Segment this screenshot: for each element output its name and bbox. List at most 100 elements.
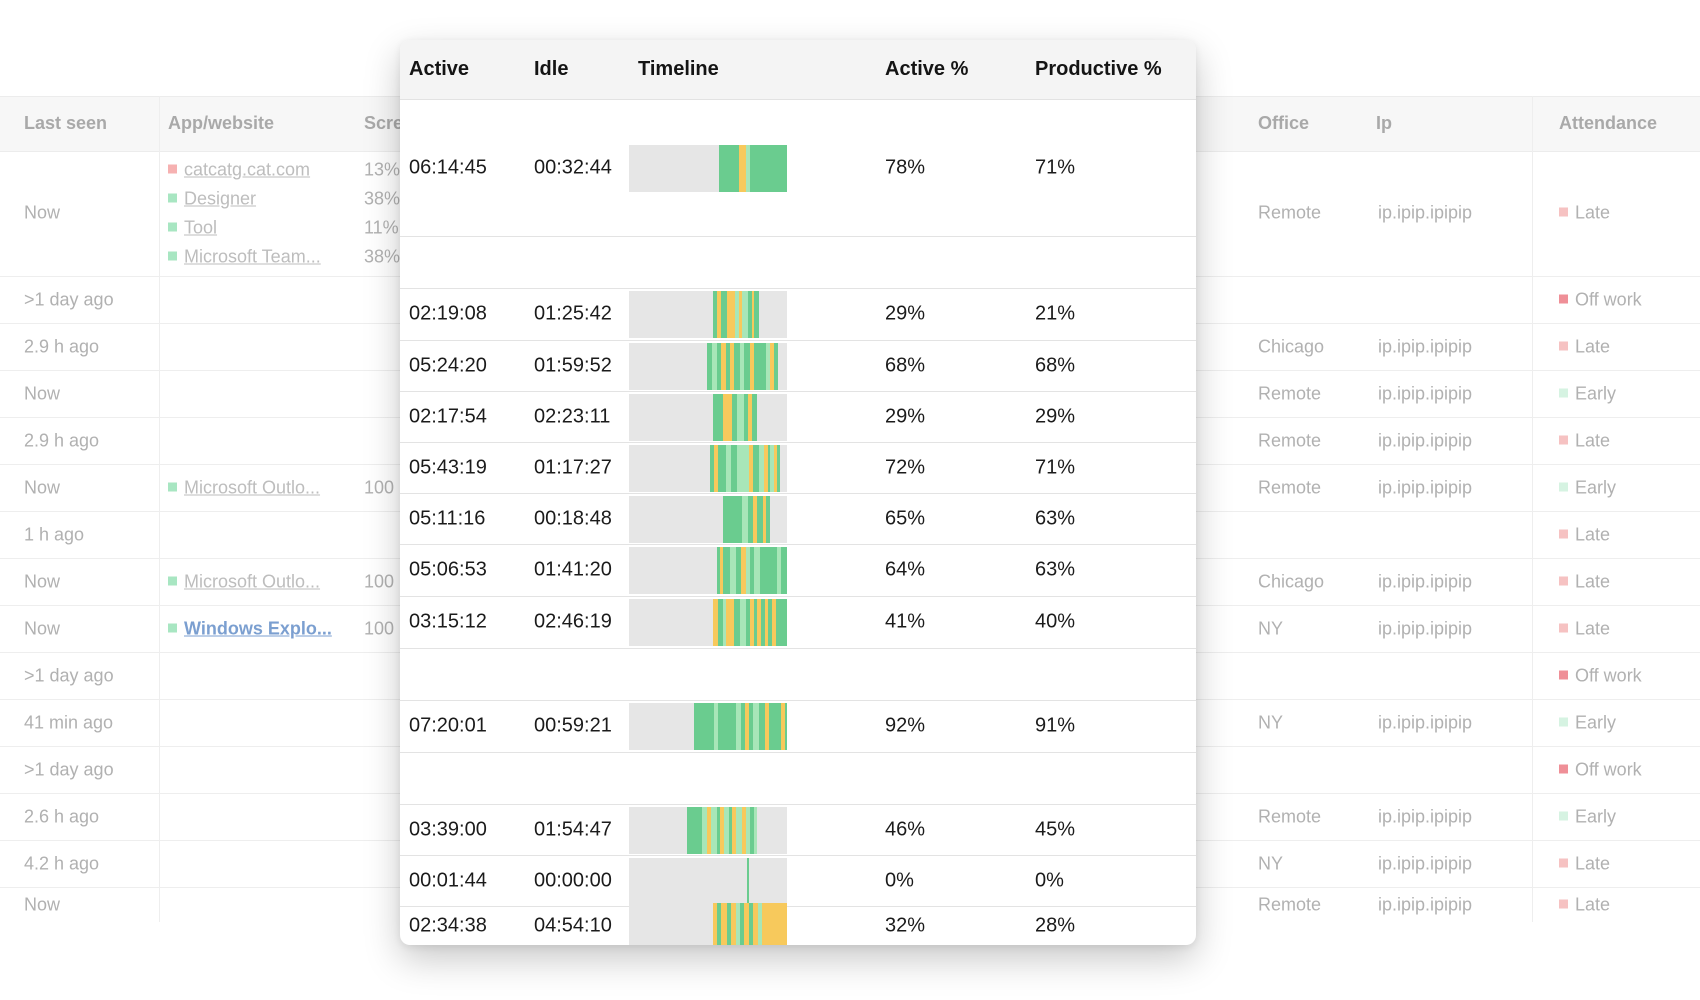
panel-row[interactable]: [400, 596, 1196, 649]
timeline-segment: [768, 599, 772, 646]
attendance-status-square: [1559, 207, 1568, 217]
app-link[interactable]: Windows Explo...: [184, 618, 332, 639]
column-header-screen[interactable]: Scre: [364, 113, 404, 133]
column-header-ip[interactable]: Ip: [1376, 113, 1392, 133]
panel-row[interactable]: [400, 99, 1196, 237]
panel-empty-row[interactable]: [400, 236, 1196, 289]
timeline-segment: [765, 547, 777, 594]
timeline-segment: [769, 703, 781, 750]
timeline-bar[interactable]: [629, 703, 787, 750]
panel-row[interactable]: [400, 855, 1196, 907]
panel-row[interactable]: [400, 340, 1196, 392]
attendance-status-square: [1559, 764, 1568, 774]
timeline-bar[interactable]: [629, 343, 787, 390]
active-pct-cell: 65%: [885, 507, 926, 530]
panel-row[interactable]: [400, 442, 1196, 494]
timeline-bar[interactable]: [629, 807, 787, 854]
app-link[interactable]: catcatg.cat.com: [184, 159, 311, 180]
idle-time-cell: 01:59:52: [534, 354, 612, 377]
attendance-cell: Late: [1559, 572, 1610, 593]
column-header-office[interactable]: Office: [1258, 113, 1310, 133]
timeline-segment: [750, 145, 787, 192]
office-cell: Remote: [1258, 894, 1322, 915]
panel-row[interactable]: [400, 700, 1196, 753]
panel-row[interactable]: [400, 906, 1196, 945]
office-cell: NY: [1258, 712, 1284, 733]
app-link[interactable]: Microsoft Team...: [184, 246, 321, 267]
timeline-segment: [730, 343, 734, 390]
productive-pct-cell: 29%: [1035, 405, 1076, 428]
timeline-bar[interactable]: [629, 496, 787, 543]
timeline-segment: [753, 445, 759, 492]
attendance-status-square: [1559, 294, 1568, 304]
timeline-segment: [713, 599, 718, 646]
column-header-active[interactable]: Active: [409, 58, 470, 80]
column-header-attendance[interactable]: Attendance: [1559, 113, 1658, 133]
column-header-timeline[interactable]: Timeline: [638, 58, 719, 80]
timeline-svg: [713, 599, 787, 646]
attendance-status-square: [1559, 858, 1568, 868]
active-time-cell: 02:17:54: [409, 405, 487, 428]
productive-pct-cell: 63%: [1035, 507, 1076, 530]
panel-row[interactable]: [400, 493, 1196, 545]
attendance-label: Late: [1575, 853, 1611, 874]
panel-row[interactable]: [400, 391, 1196, 443]
column-header-productive-pct[interactable]: Productive %: [1035, 58, 1162, 80]
timeline-segment: [742, 291, 748, 338]
timeline-segment: [742, 496, 748, 543]
timeline-svg: [710, 445, 780, 492]
timeline-bar[interactable]: [629, 858, 787, 905]
active-pct-cell: 64%: [885, 558, 926, 581]
attendance-label: Late: [1575, 571, 1611, 592]
timeline-segment: [763, 496, 766, 543]
attendance-cell: Late: [1559, 895, 1610, 916]
timeline-segment: [754, 807, 757, 854]
active-time-cell: 05:06:53: [409, 558, 487, 581]
attendance-status-square: [1559, 341, 1568, 351]
timeline-bar[interactable]: [629, 145, 787, 192]
idle-time-cell: 00:59:21: [534, 714, 612, 737]
column-header-active-pct[interactable]: Active %: [885, 58, 969, 80]
app-link[interactable]: Microsoft Outlo...: [184, 571, 321, 592]
panel-header-row: Active Idle Timeline Active % Productive…: [400, 40, 1196, 100]
timeline-segment: [741, 703, 745, 750]
office-cell: Chicago: [1258, 571, 1325, 592]
productive-pct-cell: 63%: [1035, 558, 1076, 581]
idle-time-cell: 00:00:00: [534, 869, 612, 892]
activity-panel: Active Idle Timeline Active % Productive…: [400, 40, 1196, 945]
timeline-bar[interactable]: [629, 445, 787, 492]
panel-row[interactable]: [400, 804, 1196, 856]
timeline-segment: [757, 599, 761, 646]
app-entry: Tool: [168, 218, 217, 239]
timeline-bar[interactable]: [629, 903, 787, 945]
timeline-segment: [748, 394, 752, 441]
panel-empty-row[interactable]: [400, 648, 1196, 701]
timeline-svg: [694, 703, 787, 750]
panel-row[interactable]: [400, 288, 1196, 341]
idle-time-cell: 01:54:47: [534, 818, 612, 841]
screen-pct-cell: 100: [364, 618, 395, 639]
idle-time-cell: 02:46:19: [534, 610, 612, 633]
timeline-segment: [758, 903, 762, 945]
timeline-segment: [717, 343, 721, 390]
timeline-segment: [717, 547, 720, 594]
timeline-segment: [766, 343, 770, 390]
column-header-last-seen[interactable]: Last seen: [24, 113, 108, 133]
timeline-bar[interactable]: [629, 599, 787, 646]
last-seen-cell: Now: [24, 202, 61, 223]
timeline-segment: [766, 496, 770, 543]
timeline-segment: [746, 599, 750, 646]
app-link[interactable]: Designer: [184, 188, 257, 209]
app-link[interactable]: Microsoft Outlo...: [184, 477, 321, 498]
timeline-bar[interactable]: [629, 394, 787, 441]
panel-empty-row[interactable]: [400, 752, 1196, 805]
app-link[interactable]: Tool: [184, 217, 218, 238]
timeline-segment: [749, 445, 753, 492]
timeline-bar[interactable]: [629, 547, 787, 594]
timeline-bar[interactable]: [629, 291, 787, 338]
panel-row[interactable]: [400, 544, 1196, 597]
timeline-segment: [713, 394, 723, 441]
timeline-segment: [753, 703, 759, 750]
column-header-app-website[interactable]: App/website: [168, 113, 275, 133]
column-header-idle[interactable]: Idle: [534, 58, 569, 80]
